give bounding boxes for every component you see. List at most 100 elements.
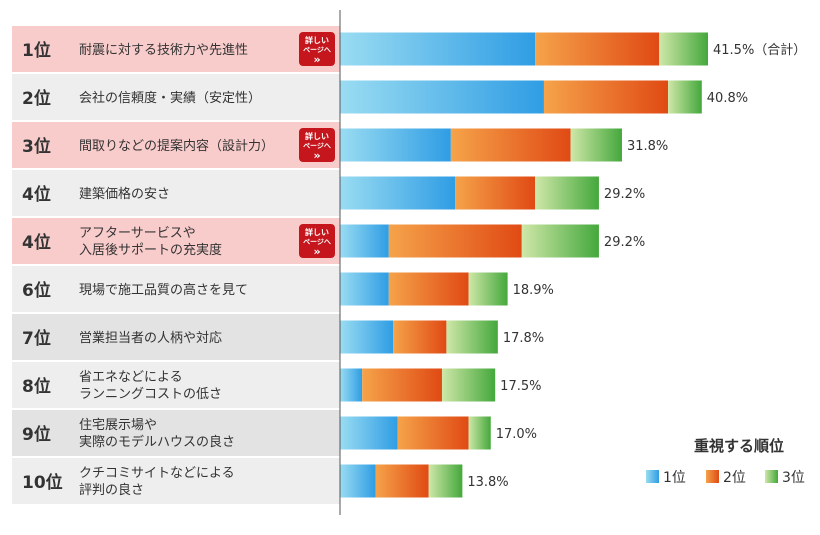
legend-swatch [706, 470, 719, 483]
total-value-label: 17.5% [500, 379, 541, 394]
bar-segment-2 [543, 80, 669, 114]
bar-segment-2 [362, 368, 442, 402]
badge-text[interactable]: ページへ [303, 142, 331, 150]
rank-label: 10位 [22, 472, 63, 493]
category-row: 6位 現場で施工品質の高さを見て [12, 266, 340, 312]
rank-label: 9位 [22, 424, 51, 445]
bar-segment-1 [340, 176, 456, 210]
bar-segment-2 [393, 320, 447, 354]
bar-segment-3 [441, 368, 496, 402]
row-background [12, 266, 340, 312]
badge-text[interactable]: ページへ [303, 238, 331, 246]
bar-segment-1 [340, 272, 389, 306]
category-row: 4位 建築価格の安さ [12, 170, 340, 216]
rank-label: 7位 [22, 328, 51, 349]
category-row: 7位 営業担当者の人柄や対応 [12, 314, 340, 360]
category-label: 営業担当者の人柄や対応 [79, 330, 222, 346]
category-label: 建築価格の安さ [79, 186, 170, 202]
rank-label: 4位 [22, 184, 51, 205]
bar-segment-1 [340, 80, 544, 114]
bar-segment-1 [340, 368, 363, 402]
category-label: 耐震に対する技術力や先進性 [79, 43, 248, 58]
rank-label: 4位 [22, 232, 51, 253]
row-background [12, 458, 340, 504]
row-background [12, 170, 340, 216]
legend: 重視する順位 1位 2位 3位 [646, 437, 805, 486]
category-label: 間取りなどの提案内容（設計力） [79, 138, 274, 154]
bars: 41.5%（合計） 40.8% 31.8% 29.2% 29.2% 18.9% 17.8% 1… [340, 32, 806, 498]
legend-label: 2位 [723, 470, 746, 486]
bar-segment-3 [659, 32, 708, 66]
badge-background[interactable] [299, 32, 335, 66]
legend-label: 3位 [782, 470, 805, 486]
category-label: 会社の信頼度・実績（安定性） [79, 90, 261, 106]
bar-segment-2 [388, 224, 522, 258]
row-background [12, 26, 340, 72]
badge-text[interactable]: ページへ [303, 46, 331, 54]
bar-segment-3 [428, 464, 463, 498]
bar-segment-3 [570, 128, 622, 162]
rank-label: 1位 [22, 40, 51, 61]
bar-segment-3 [521, 224, 599, 258]
bar-segment-2 [375, 464, 429, 498]
total-value-label: 31.8% [627, 139, 668, 154]
total-value-label: 17.8% [503, 331, 544, 346]
total-value-label: 29.2% [604, 235, 645, 250]
row-background [12, 410, 340, 456]
badge-text[interactable]: 詳しい [305, 131, 329, 141]
category-label: クチコミサイトなどによる [79, 466, 235, 481]
bar-segment-3 [468, 416, 491, 450]
badge-text[interactable]: 詳しい [305, 35, 329, 45]
badge-background[interactable] [299, 128, 335, 162]
category-label: 省エネなどによる [79, 370, 183, 385]
total-value-label: 18.9% [513, 283, 554, 298]
bar-segment-3 [535, 176, 599, 210]
legend-swatch [646, 470, 659, 483]
rank-label: 2位 [22, 88, 51, 109]
legend-item: 1位 [646, 470, 686, 486]
total-value-label: 29.2% [604, 187, 645, 202]
bar-segment-2 [388, 272, 469, 306]
category-label: 実際のモデルハウスの良さ [79, 434, 235, 450]
total-value-label: 17.0% [496, 427, 537, 442]
legend-title: 重視する順位 [694, 437, 784, 455]
category-label: アフターサービスや [79, 226, 196, 241]
row-background [12, 218, 340, 264]
row-background [12, 122, 340, 168]
category-row: 2位 会社の信頼度・実績（安定性） [12, 74, 340, 120]
legend-item: 2位 [706, 470, 746, 486]
bar-segment-3 [446, 320, 498, 354]
category-label: 現場で施工品質の高さを見て [79, 282, 248, 298]
bar-segment-1 [340, 464, 376, 498]
category-label: ランニングコストの低さ [79, 387, 222, 402]
bar-segment-3 [668, 80, 702, 114]
chevron-right-icon[interactable]: » [313, 149, 320, 162]
badge-text[interactable]: 詳しい [305, 227, 329, 237]
bar-segment-2 [450, 128, 571, 162]
badge-background[interactable] [299, 224, 335, 258]
bar-segment-1 [340, 128, 451, 162]
bar-segment-2 [455, 176, 536, 210]
total-value-label: 40.8% [707, 91, 748, 106]
bar-segment-2 [535, 32, 660, 66]
chevron-right-icon[interactable]: » [313, 245, 320, 258]
chevron-right-icon[interactable]: » [313, 53, 320, 66]
total-value-label: 41.5%（合計） [713, 42, 806, 58]
bar-segment-1 [340, 32, 536, 66]
row-background [12, 314, 340, 360]
category-label: 評判の良さ [79, 482, 144, 498]
legend-label: 1位 [663, 470, 686, 486]
category-label: 入居後サポートの充実度 [79, 242, 222, 258]
legend-swatch [765, 470, 778, 483]
legend-item: 3位 [765, 470, 805, 486]
